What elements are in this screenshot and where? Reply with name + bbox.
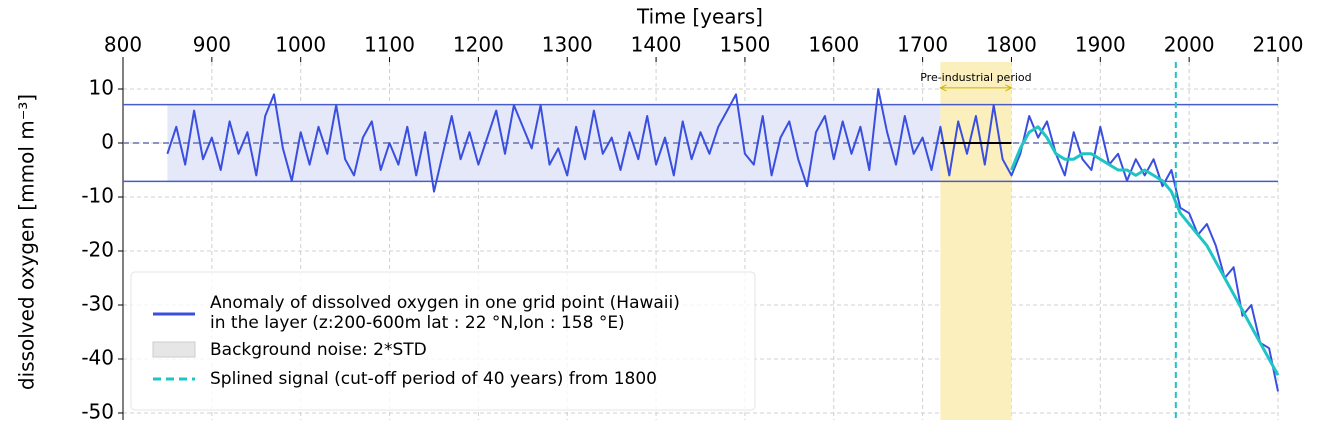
x-tick-label: 900 (193, 33, 231, 57)
x-tick-label: 1200 (453, 33, 504, 57)
legend-label: Background noise: 2*STD (210, 340, 427, 360)
span-label: Pre-industrial period (920, 71, 1031, 84)
arrow-head (939, 84, 1013, 92)
x-tick-label: 1800 (986, 33, 1037, 57)
x-tick-label: 1400 (631, 33, 682, 57)
y-tick-label: 0 (101, 129, 114, 153)
y-axis-label: dissolved oxygen [mmol m⁻³] (15, 94, 39, 390)
x-tick-label: 800 (104, 33, 142, 57)
x-tick-label: 1700 (897, 33, 948, 57)
y-tick-label: 10 (89, 75, 114, 99)
legend-label: Splined signal (cut-off period of 40 yea… (210, 369, 657, 389)
y-tick-label: -50 (81, 399, 114, 423)
x-tick-label: 1100 (364, 33, 415, 57)
x-tick-label: 1900 (1075, 33, 1126, 57)
y-tick-label: -30 (81, 291, 114, 315)
y-tick-label: -20 (81, 237, 114, 261)
x-tick-label: 1300 (542, 33, 593, 57)
legend-box (130, 271, 756, 411)
x-tick-label: 2000 (1164, 33, 1215, 57)
legend-label: in the layer (z:200-600m lat : 22 °N,lon… (210, 313, 625, 333)
x-tick-label: 2100 (1253, 33, 1304, 57)
legend-handle (152, 341, 196, 358)
y-tick-label: -40 (81, 345, 114, 369)
x-tick-label: 1000 (275, 33, 326, 57)
series-line (166, 88, 1279, 392)
series-line (1010, 125, 1280, 376)
x-axis-label: Time [years] (636, 5, 763, 29)
legend-label: Anomaly of dissolved oxygen in one grid … (210, 293, 680, 313)
x-tick-label: 1500 (719, 33, 770, 57)
y-tick-label: -10 (81, 183, 114, 207)
x-tick-label: 1600 (808, 33, 859, 57)
